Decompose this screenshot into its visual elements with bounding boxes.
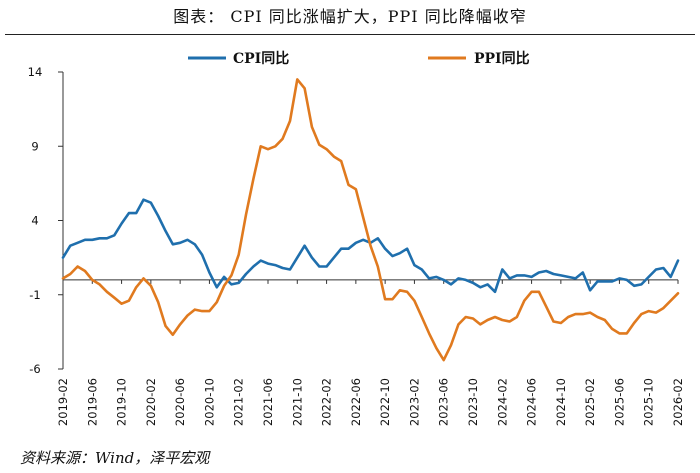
x-tick-label: 2022-10: [378, 378, 392, 426]
x-tick-label: 2021-10: [290, 378, 304, 426]
y-tick-label: -1: [29, 288, 40, 302]
x-tick-label: 2022-06: [349, 378, 363, 426]
y-tick-label: 14: [28, 65, 43, 79]
legend-label-ppi: PPI同比: [474, 50, 530, 67]
x-tick-label: 2025-02: [583, 378, 597, 426]
x-tick-label: 2020-10: [202, 378, 216, 426]
series-line-ppi: [61, 78, 680, 362]
x-tick-label: 2023-06: [437, 378, 451, 426]
x-tick-label: 2019-02: [56, 378, 70, 426]
chart-legend: CPI同比 PPI同比: [188, 50, 530, 67]
chart-axes: -6 -1 4 9 14 2019-02 2019-06 2019-10 2020-02 2020…: [28, 65, 685, 426]
x-tick-label: 2020-06: [173, 378, 187, 426]
y-tick-label: 9: [31, 139, 38, 153]
x-tick-label: 2022-02: [320, 378, 334, 426]
x-tick-label: 2021-06: [261, 378, 275, 426]
x-tick-label: 2023-10: [466, 378, 480, 426]
x-tick-label: 2019-06: [85, 378, 99, 426]
x-tick-label: 2019-10: [115, 378, 129, 426]
y-tick-label: 4: [31, 214, 38, 228]
x-tick-label: 2024-06: [525, 378, 539, 426]
source-note: 资料来源：Wind，泽平宏观: [20, 449, 210, 467]
x-tick-label: 2020-02: [144, 378, 158, 426]
y-tick-label: -6: [29, 362, 40, 376]
x-tick-label: 2023-02: [407, 378, 421, 426]
x-tick-label: 2024-02: [495, 378, 509, 426]
x-tick-label: 2024-10: [554, 378, 568, 426]
x-tick-label: 2025-10: [642, 378, 656, 426]
chart-series: [61, 78, 680, 362]
title-divider: [5, 34, 695, 35]
x-tick-label: 2021-02: [232, 378, 246, 426]
legend-label-cpi: CPI同比: [233, 50, 289, 67]
page-title: 图表： CPI 同比涨幅扩大，PPI 同比降幅收窄: [173, 7, 527, 26]
x-tick-label: 2026-02: [671, 378, 685, 426]
x-tick-label: 2025-06: [612, 378, 626, 426]
